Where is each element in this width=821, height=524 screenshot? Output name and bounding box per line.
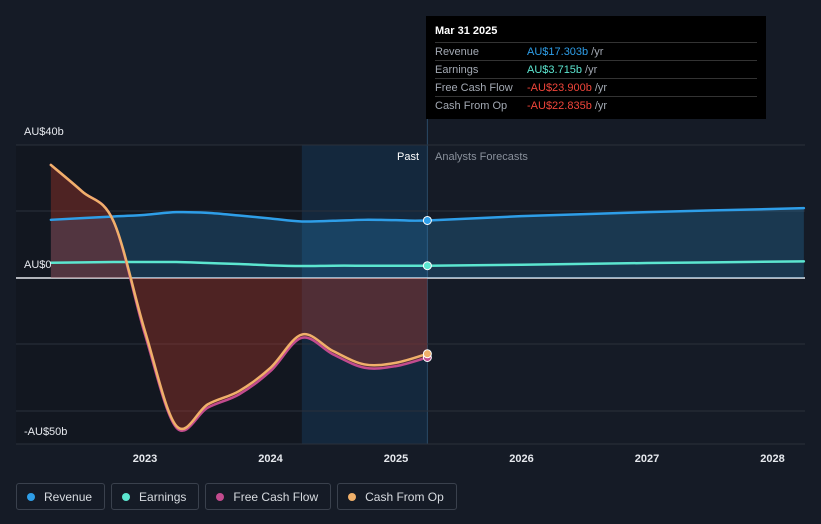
legend-item-cash-from-op[interactable]: Cash From Op <box>337 483 457 510</box>
cash-from-op-line <box>49 163 429 431</box>
tooltip-value: -AU$23.900b <box>527 81 592 94</box>
tooltip-unit: /yr <box>594 81 608 94</box>
legend-item-free-cash-flow[interactable]: Free Cash Flow <box>205 483 332 510</box>
tooltip-row-free-cash-flow: Free Cash Flow -AU$23.900b /yr <box>435 78 757 96</box>
past-band-highlight <box>301 145 428 444</box>
legend-label: Revenue <box>44 489 93 504</box>
legend-dot-icon <box>348 492 357 501</box>
legend-label: Cash From Op <box>365 489 444 504</box>
legend-dot-icon <box>216 492 225 501</box>
tooltip-label: Cash From Op <box>435 99 508 112</box>
legend-dot-icon <box>122 492 131 501</box>
revenue-point <box>422 215 432 225</box>
earnings-point <box>422 261 432 271</box>
tooltip-panel: Mar 31 2025 Revenue AU$17.303b /yr Earni… <box>426 16 766 119</box>
y-tick-label-zero: AU$0 <box>24 259 52 271</box>
cash-from-op-point <box>422 349 432 359</box>
tooltip-value: -AU$22.835b <box>527 99 592 112</box>
earnings-line <box>49 260 806 268</box>
past-label: Past <box>397 151 419 163</box>
past-band-dark <box>16 145 302 444</box>
x-tick-label: 2028 <box>760 453 784 465</box>
tooltip-label: Free Cash Flow <box>435 81 513 94</box>
x-tick-label: 2023 <box>133 453 157 465</box>
tooltip-unit: /yr <box>591 45 604 58</box>
forecast-label: Analysts Forecasts <box>435 151 528 163</box>
legend-item-earnings[interactable]: Earnings <box>111 483 200 510</box>
tooltip-date: Mar 31 2025 <box>435 25 498 37</box>
legend-item-revenue[interactable]: Revenue <box>16 483 106 510</box>
tooltip-value: AU$17.303b <box>527 45 589 58</box>
x-tick-label: 2024 <box>258 453 283 465</box>
tooltip-row-earnings: Earnings AU$3.715b /yr <box>435 60 757 78</box>
tooltip-unit: /yr <box>594 99 608 112</box>
tooltip-label: Earnings <box>435 63 479 76</box>
tooltip-row-revenue: Revenue AU$17.303b /yr <box>435 42 757 60</box>
tooltip-label: Revenue <box>435 45 480 58</box>
tooltip-unit: /yr <box>585 63 598 76</box>
legend-label: Earnings <box>139 489 187 504</box>
legend-dot-icon <box>27 492 35 501</box>
x-tick-label: 2025 <box>384 453 408 465</box>
free-cash-flow-area <box>50 164 428 431</box>
y-tick-label-bottom: -AU$50b <box>24 426 68 438</box>
tooltip-value: AU$3.715b <box>527 63 583 76</box>
y-tick-label-top: AU$40b <box>24 126 64 138</box>
revenue-area <box>50 208 804 278</box>
revenue-line <box>49 206 806 223</box>
x-tick-label: 2026 <box>509 453 533 465</box>
x-tick-label: 2027 <box>635 453 659 465</box>
tooltip-row-cash-from-op: Cash From Op -AU$22.835b /yr <box>435 96 757 114</box>
legend-label: Free Cash Flow <box>233 489 319 504</box>
legend: Revenue Earnings Free Cash Flow Cash Fro… <box>16 483 457 510</box>
